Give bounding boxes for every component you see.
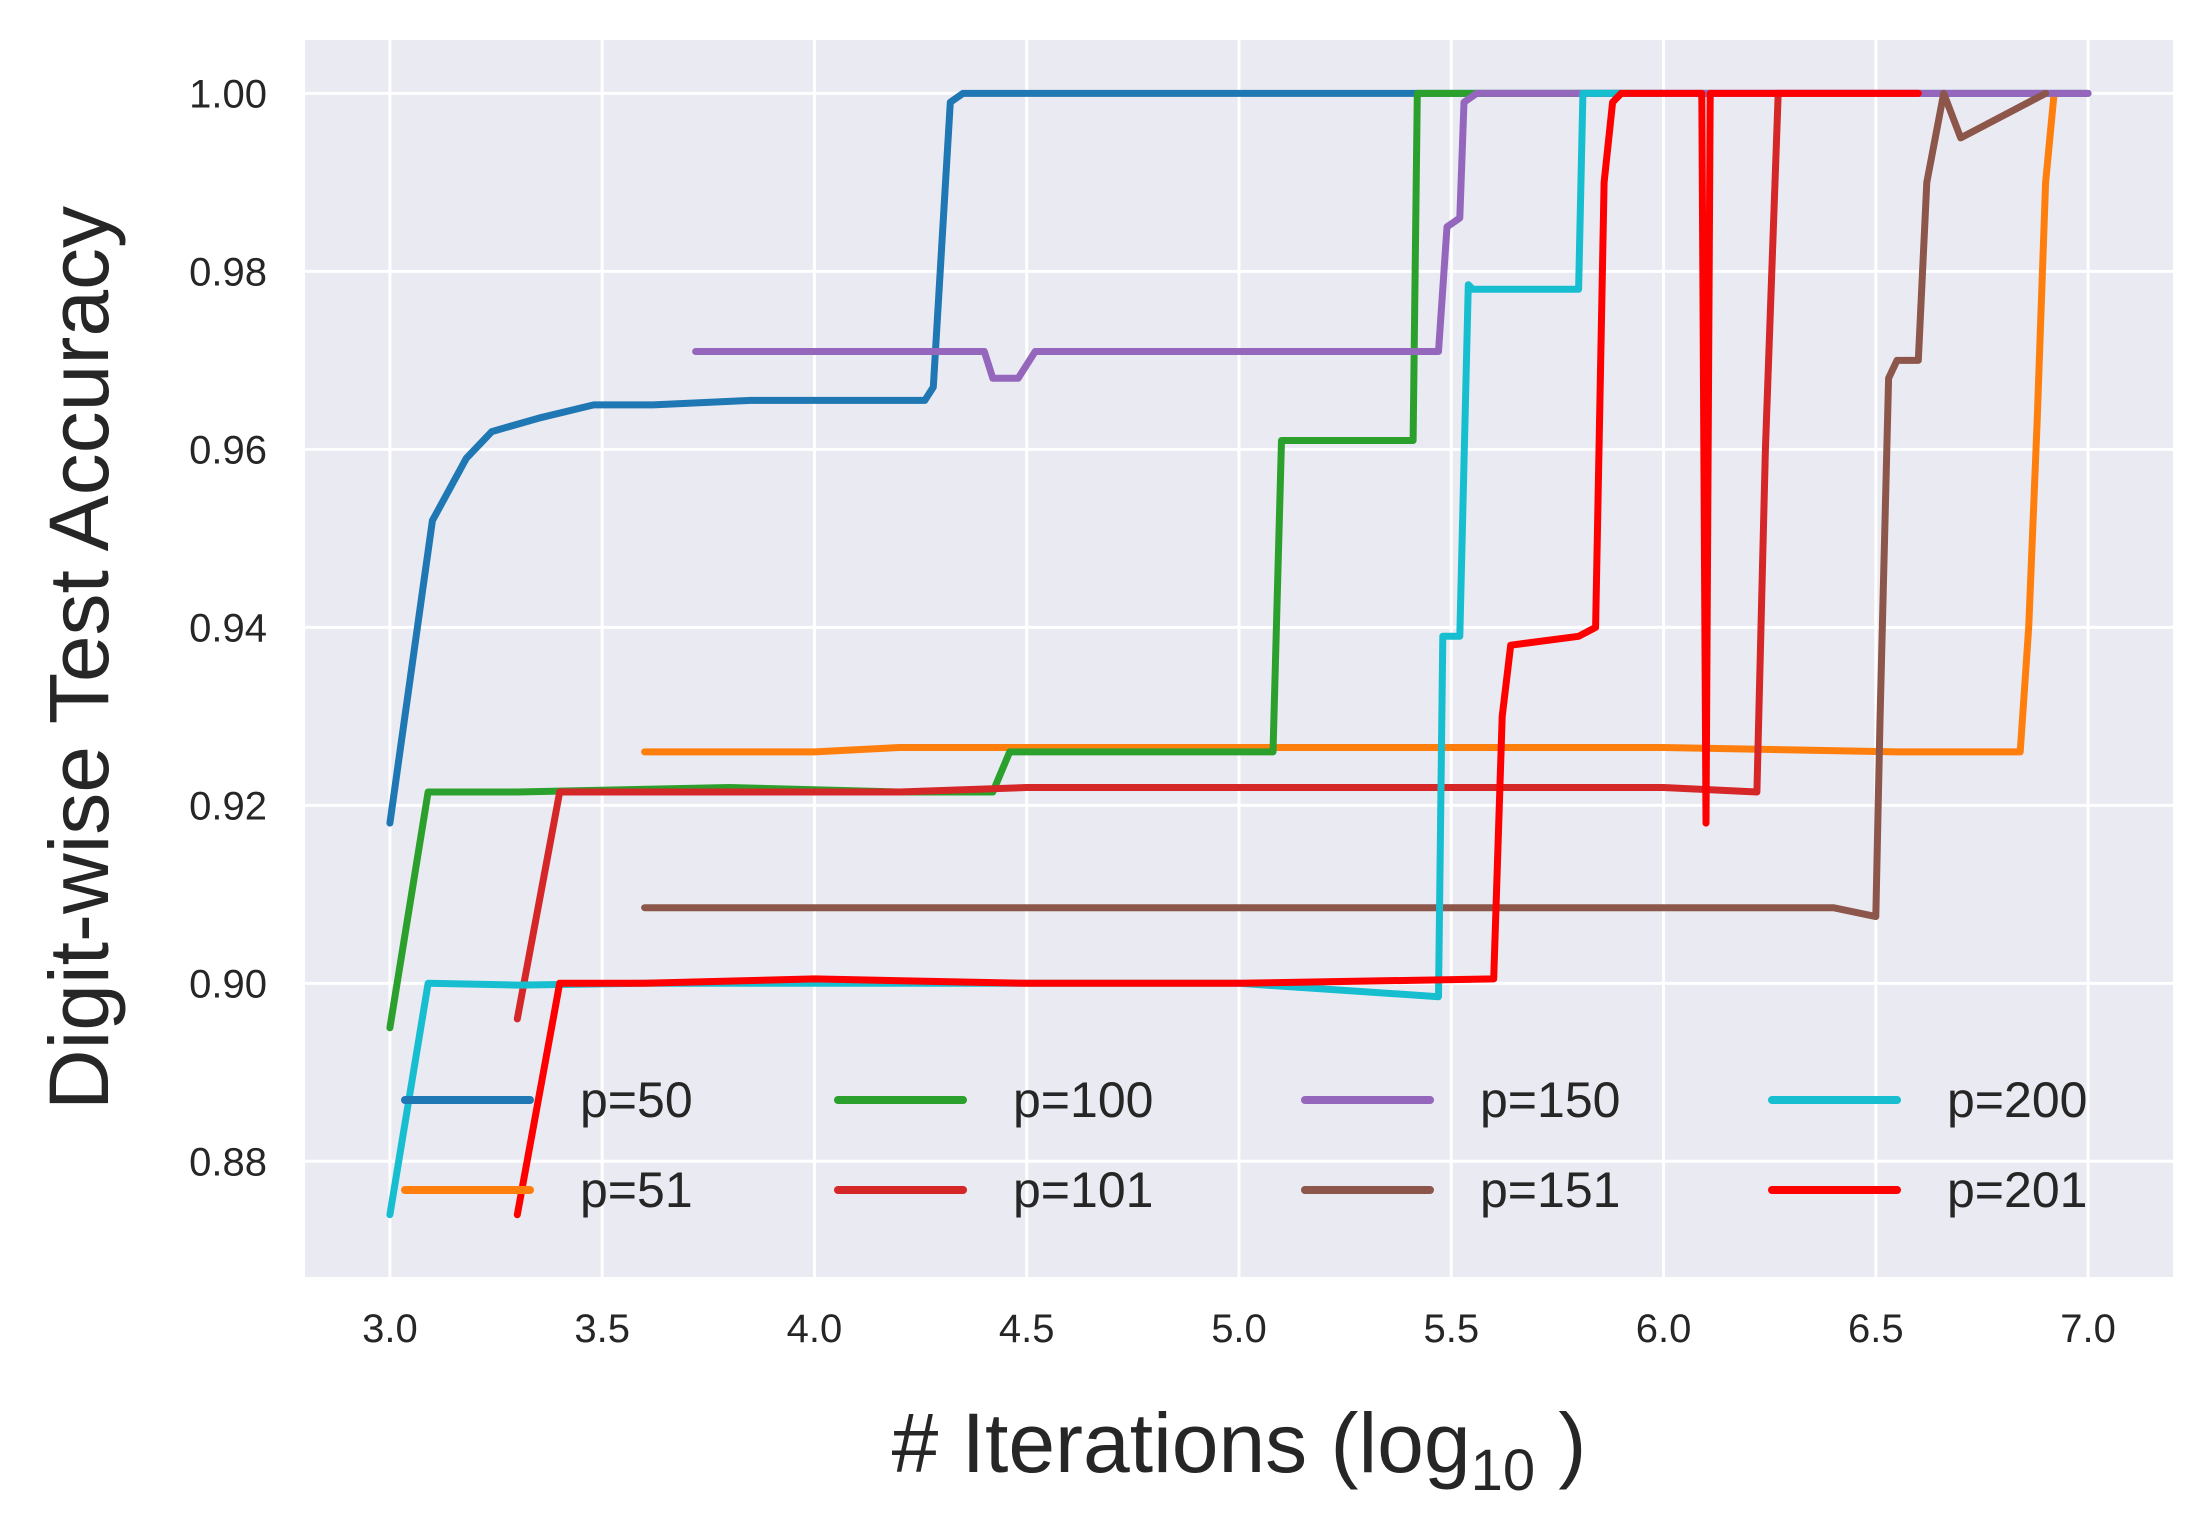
series-lines [386, 89, 2092, 1219]
y-axis-title: Digit-wise Test Accuracy [32, 206, 126, 1110]
x-tick-label: 5.5 [1423, 1307, 1479, 1351]
y-tick-label: 0.98 [189, 250, 267, 294]
legend-label: p=200 [1947, 1072, 2087, 1128]
legend-label: p=101 [1013, 1162, 1153, 1218]
legend-label: p=51 [580, 1162, 693, 1218]
y-tick-label: 0.92 [189, 784, 267, 828]
series-line-p-151 [641, 89, 2050, 921]
x-tick-label: 3.5 [574, 1307, 630, 1351]
series-line-p-100 [386, 89, 1625, 1032]
y-tick-label: 0.88 [189, 1140, 267, 1184]
x-axis-title-suffix: ) [1535, 1396, 1586, 1490]
x-tick-label: 4.5 [999, 1307, 1055, 1351]
x-axis-title-main: # Iterations (log [892, 1396, 1471, 1490]
y-tick-label: 1.00 [189, 72, 267, 116]
y-axis-ticks: 0.88 0.90 0.92 0.94 0.96 0.98 1.00 [189, 72, 267, 1184]
legend-label: p=150 [1480, 1072, 1620, 1128]
x-tick-label: 7.0 [2060, 1307, 2116, 1351]
y-tick-label: 0.94 [189, 606, 267, 650]
series-line-p-51 [641, 89, 2058, 756]
legend-label: p=100 [1013, 1072, 1153, 1128]
x-tick-label: 6.5 [1848, 1307, 1904, 1351]
x-axis-title: # Iterations (log10 ) [892, 1396, 1587, 1503]
x-tick-label: 5.0 [1211, 1307, 1267, 1351]
legend-label: p=50 [580, 1072, 693, 1128]
y-tick-label: 0.96 [189, 428, 267, 472]
x-tick-label: 4.0 [787, 1307, 843, 1351]
series-line-p-150 [692, 89, 2092, 382]
x-axis-ticks: 3.0 3.5 4.0 4.5 5.0 5.5 6.0 6.5 7.0 [362, 1307, 2116, 1351]
x-axis-title-subscript: 10 [1471, 1438, 1536, 1503]
legend: p=50 p=51 p=100 p=101 p=150 p=151 p=200 p=201 [401, 1072, 2087, 1218]
series-line-p-50 [386, 89, 2092, 827]
series-line-p-201 [513, 89, 1922, 1219]
x-tick-label: 6.0 [1636, 1307, 1692, 1351]
legend-label: p=201 [1947, 1162, 2087, 1218]
x-tick-label: 3.0 [362, 1307, 418, 1351]
y-tick-label: 0.90 [189, 962, 267, 1006]
legend-label: p=151 [1480, 1162, 1620, 1218]
